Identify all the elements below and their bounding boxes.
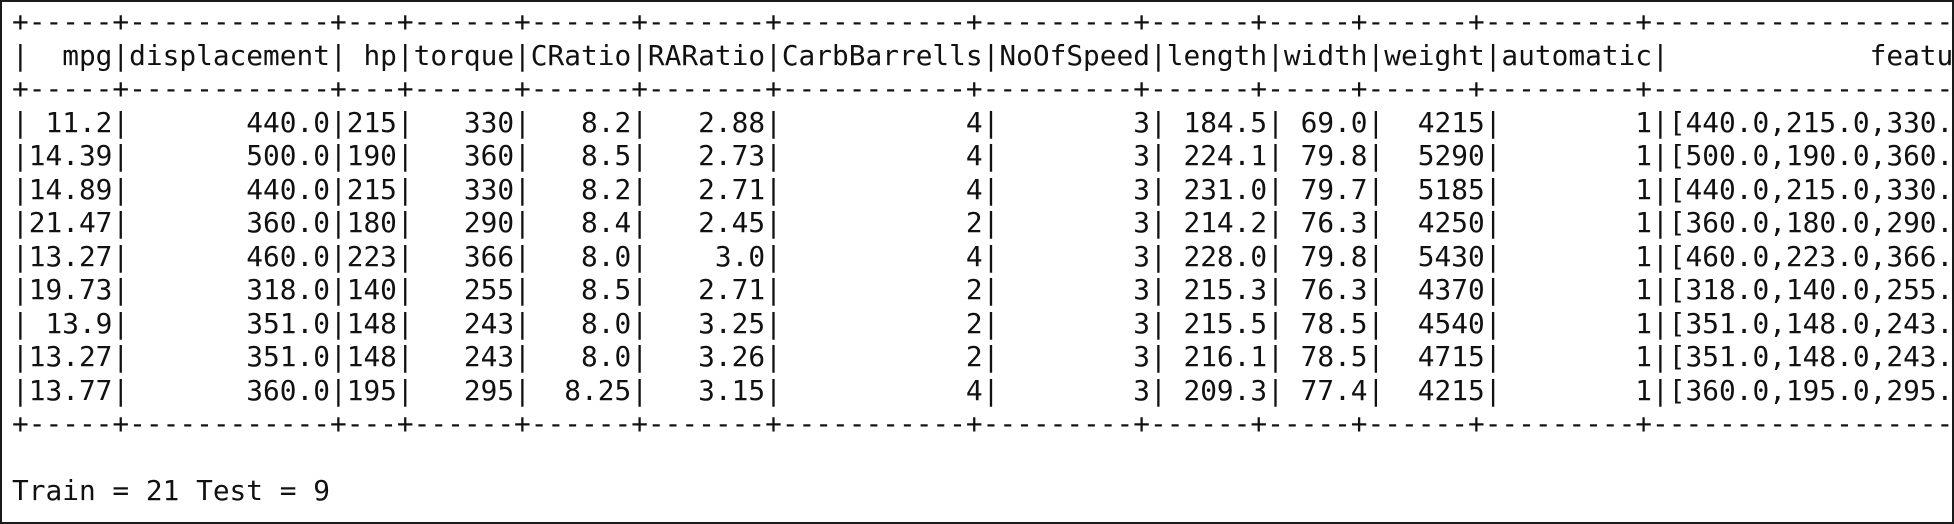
table-border-bottom: +-----+------------+---+------+------+--… [12,407,1954,440]
blank-line [12,441,1952,475]
table-border-header: +-----+------------+---+------+------+--… [12,72,1954,105]
table-row: |13.27| 351.0|148| 243| 8.0| 3.26| 2| 3|… [12,340,1954,373]
table-border-top: +-----+------------+---+------+------+--… [12,5,1954,38]
table-row: |19.73| 318.0|140| 255| 8.5| 2.71| 2| 3|… [12,273,1954,306]
table-row: |14.39| 500.0|190| 360| 8.5| 2.73| 4| 3|… [12,139,1954,172]
table-row: | 11.2| 440.0|215| 330| 8.2| 2.88| 4| 3|… [12,105,1954,139]
table-row: |13.77| 360.0|195| 295| 8.25| 3.15| 4| 3… [12,373,1954,407]
table-row: |14.89| 440.0|215| 330| 8.2| 2.71| 4| 3|… [12,172,1954,206]
table-row: |21.47| 360.0|180| 290| 8.4| 2.45| 2| 3|… [12,206,1954,239]
table-row: |13.27| 460.0|223| 366| 8.0| 3.0| 4| 3| … [12,239,1954,273]
table-row: | 13.9| 351.0|148| 243| 8.0| 3.25| 2| 3|… [12,306,1954,340]
table-header: | mpg|displacement| hp|torque|CRatio|RAR… [12,38,1954,72]
train-test-summary: Train = 21 Test = 9 [12,474,330,507]
